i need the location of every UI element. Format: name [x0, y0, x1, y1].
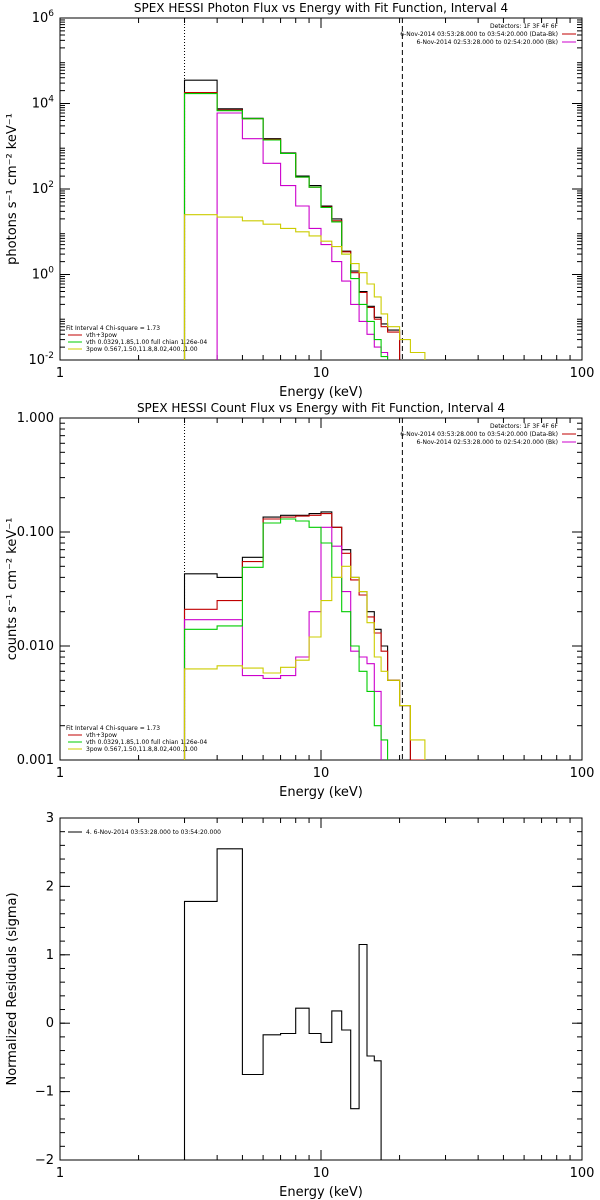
legend-left-entry: vth 0.0329,1.85,1.00 full chian 1.26e-04: [86, 339, 207, 346]
y-tick-base: 10: [28, 353, 45, 368]
panel-1: SPEX HESSI Photon Flux vs Energy with Fi…: [5, 1, 594, 400]
series-4-6-nov-2014-03-53-28-000-to-03-54-20-000: [183, 848, 401, 1160]
x-tick-label: 1: [56, 1166, 64, 1181]
chart-title: SPEX HESSI Photon Flux vs Energy with Fi…: [134, 1, 508, 15]
y-axis-label: counts s⁻¹ cm⁻² keV⁻¹: [5, 518, 20, 661]
panel-2: SPEX HESSI Count Flux vs Energy with Fit…: [5, 401, 594, 800]
y-tick-label: 104: [32, 95, 55, 112]
x-tick-label: 100: [570, 366, 595, 381]
y-tick-exponent: 4: [48, 95, 54, 105]
plot-frame: [59, 817, 583, 1161]
y-tick-label: 0: [46, 1016, 54, 1031]
y-axis-label: Normalized Residuals (sigma): [5, 892, 20, 1085]
y-tick-label: 106: [32, 9, 55, 26]
y-tick-base: 10: [32, 268, 49, 283]
y-tick-label: 1: [46, 948, 54, 963]
x-tick-label: 100: [570, 1166, 595, 1181]
y-axis-label: photons s⁻¹ cm⁻² keV⁻¹: [5, 113, 20, 265]
series-3pow: [183, 214, 426, 360]
legend-left-entry: vth+3pow: [86, 332, 117, 339]
legend-right-entry: 6-Nov-2014 03:53:28.000 to 03:54:20.000 …: [400, 31, 558, 38]
y-tick-label: 0.100: [17, 525, 54, 540]
legend-left-entry: vth 0.0329,1.85,1.00 full chian 1.26e-04: [86, 739, 207, 746]
legend-left-entry: Fit Interval 4 Chi-square = 1.73: [66, 725, 160, 732]
y-tick-exponent: 6: [48, 9, 54, 19]
series-vth-3pow: [183, 513, 426, 760]
y-tick-exponent: -2: [45, 351, 54, 361]
x-tick-label: 10: [313, 1166, 330, 1181]
series-bk: [216, 112, 389, 360]
series-data-bk: [183, 511, 426, 760]
y-tick-label: −2: [35, 1153, 54, 1168]
x-tick-label: 10: [313, 366, 330, 381]
x-tick-label: 1: [56, 766, 64, 781]
y-tick-label: 1.000: [17, 411, 54, 426]
x-axis-label: Energy (keV): [279, 1185, 363, 1200]
legend-right-entry: 6-Nov-2014 02:53:28.000 to 02:54:20.000 …: [416, 439, 558, 446]
legend-left-entry: 3pow 0.567,1.50,11.8,8.02,400.,1.00: [86, 346, 198, 353]
series-group: [183, 848, 401, 1160]
legend-right-entry: 6-Nov-2014 03:53:28.000 to 03:54:20.000 …: [400, 431, 558, 438]
legend-right-entry: 6-Nov-2014 02:53:28.000 to 02:54:20.000 …: [416, 39, 558, 46]
y-tick-exponent: 0: [48, 266, 54, 276]
y-tick-base: 10: [32, 182, 49, 197]
y-tick-base: 10: [32, 97, 49, 112]
legend-right-entry: Detectors: 1F 3F 4F 6F: [490, 423, 559, 430]
series-3pow: [183, 565, 426, 760]
y-tick-label: 0.010: [17, 639, 54, 654]
series-group: [183, 511, 426, 760]
series-vth: [183, 518, 389, 760]
chart-title: SPEX HESSI Count Flux vs Energy with Fit…: [137, 401, 505, 415]
legend-left-entry: 3pow 0.567,1.50,11.8,8.02,400.,1.00: [86, 746, 198, 753]
x-axis-label: Energy (keV): [279, 785, 363, 800]
y-tick-label: 102: [32, 180, 54, 197]
y-tick-exponent: 2: [48, 180, 54, 190]
y-tick-base: 10: [32, 11, 49, 26]
series-group: [183, 79, 426, 360]
y-tick-label: 0.001: [17, 753, 54, 768]
y-tick-label: −1: [35, 1085, 54, 1100]
y-tick-label: 3: [46, 811, 54, 826]
x-axis-label: Energy (keV): [279, 385, 363, 400]
x-tick-label: 10: [313, 766, 330, 781]
y-tick-label: 100: [32, 266, 55, 283]
y-tick-label: 10-2: [28, 351, 54, 368]
legend-left-entry: 4. 6-Nov-2014 03:53:28.000 to 03:54:20.0…: [86, 829, 221, 836]
x-tick-label: 1: [56, 366, 64, 381]
legend-left-entry: vth+3pow: [86, 732, 117, 739]
x-tick-label: 100: [570, 766, 595, 781]
series-vth: [183, 93, 389, 360]
legend-left-entry: Fit Interval 4 Chi-square = 1.73: [66, 325, 160, 332]
legend-right-entry: Detectors: 1F 3F 4F 6F: [490, 23, 559, 30]
y-tick-label: 2: [46, 879, 54, 894]
